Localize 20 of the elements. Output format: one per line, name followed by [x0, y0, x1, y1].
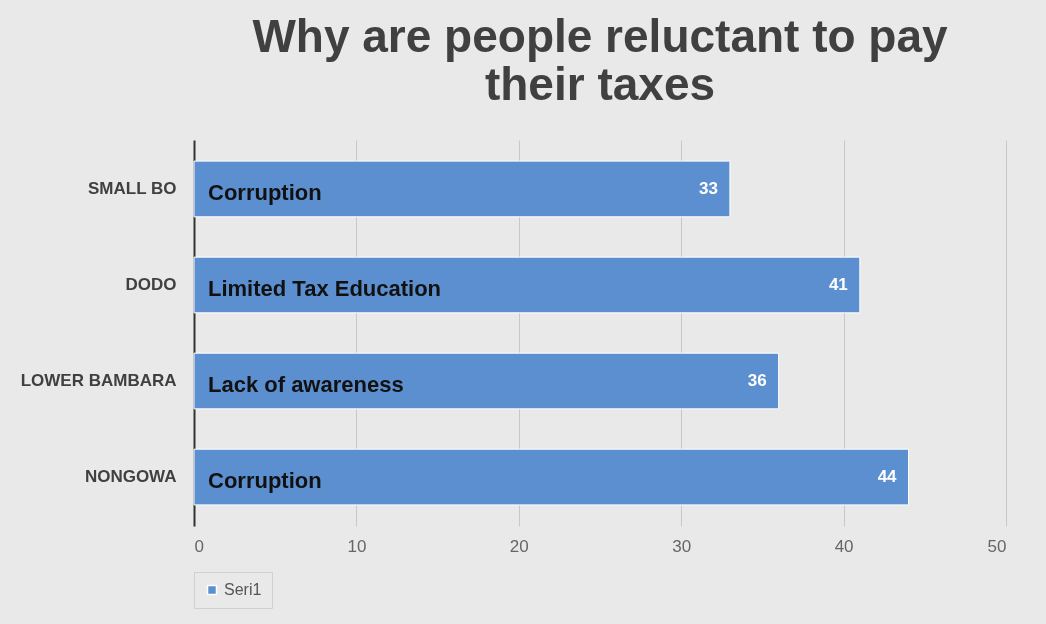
- x-tick-label: 0: [194, 536, 204, 556]
- x-tick-label: 10: [347, 536, 367, 556]
- legend-label: Seri1: [224, 581, 262, 598]
- y-tick-label: DODO: [125, 274, 177, 294]
- annotation: Corruption: [208, 468, 322, 494]
- data-label: 41: [828, 274, 848, 294]
- x-tick-label: 50: [987, 536, 1007, 556]
- y-tick-label: SMALL BO: [88, 178, 177, 198]
- y-tick-label: LOWER BAMBARA: [20, 371, 177, 391]
- data-label: 44: [877, 467, 898, 487]
- data-label: 36: [747, 371, 767, 391]
- x-tick-label: 20: [509, 536, 529, 556]
- data-label: 33: [699, 178, 718, 198]
- x-tick-label: 40: [834, 536, 854, 556]
- annotation: Limited Tax Education: [208, 275, 442, 301]
- y-tick-label: NONGOWA: [84, 467, 177, 487]
- chart-title: Why are people reluctant to pay their taxes: [252, 10, 949, 110]
- annotation: Corruption: [208, 179, 322, 205]
- x-tick-label: 30: [672, 536, 692, 556]
- annotation: Lack of awareness: [208, 372, 404, 398]
